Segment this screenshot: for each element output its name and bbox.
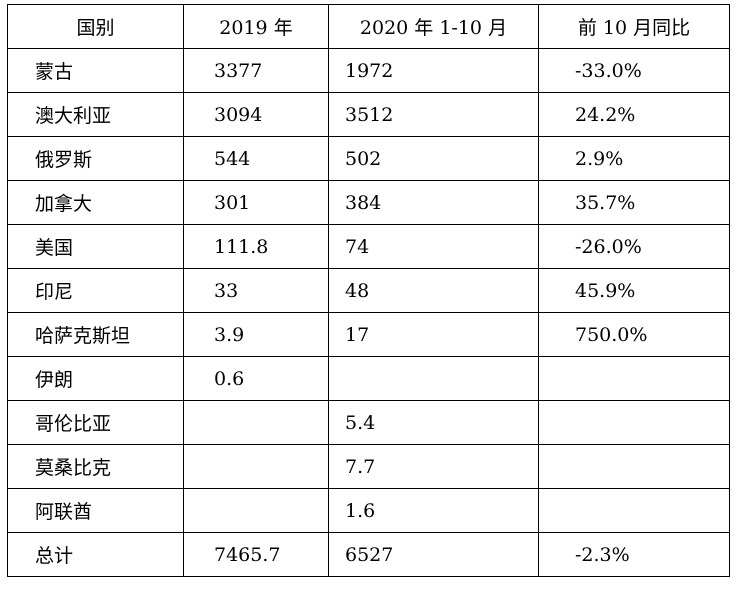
column-header-2020-1-10: 2020 年 1-10 月 [328, 4, 539, 49]
cell-2020-1-10: 17 [328, 312, 539, 357]
cell-2019 [183, 488, 329, 533]
cell-2020-1-10: 384 [328, 180, 539, 225]
cell-2020-1-10: 1.6 [328, 488, 539, 533]
cell-country: 印尼 [7, 268, 184, 313]
cell-country: 莫桑比克 [7, 444, 184, 489]
cell-2020-1-10: 3512 [328, 92, 539, 137]
table-row-indonesia: 印尼 33 48 45.9% [7, 268, 730, 313]
table-row-total: 总计 7465.7 6527 -2.3% [7, 532, 730, 577]
cell-2020-1-10: 74 [328, 224, 539, 269]
cell-yoy: 2.9% [538, 136, 730, 181]
cell-yoy: 24.2% [538, 92, 730, 137]
cell-country: 蒙古 [7, 48, 184, 93]
cell-yoy: 45.9% [538, 268, 730, 313]
table-row-australia: 澳大利亚 3094 3512 24.2% [7, 92, 730, 137]
cell-2019: 3094 [183, 92, 329, 137]
cell-2019: 0.6 [183, 356, 329, 401]
cell-2019: 3.9 [183, 312, 329, 357]
cell-2019: 544 [183, 136, 329, 181]
cell-2020-1-10: 1972 [328, 48, 539, 93]
cell-2020-1-10 [328, 356, 539, 401]
coal-import-table: 国别 2019 年 2020 年 1-10 月 前 10 月同比 蒙古 3377… [7, 4, 730, 577]
cell-2020-1-10: 7.7 [328, 444, 539, 489]
table-row-uae: 阿联酋 1.6 [7, 488, 730, 533]
cell-yoy [538, 444, 730, 489]
table-row-iran: 伊朗 0.6 [7, 356, 730, 401]
cell-yoy [538, 356, 730, 401]
column-header-country: 国别 [7, 4, 184, 49]
table-row-canada: 加拿大 301 384 35.7% [7, 180, 730, 225]
cell-2019: 3377 [183, 48, 329, 93]
table-row-usa: 美国 111.8 74 -26.0% [7, 224, 730, 269]
table-row-kazakhstan: 哈萨克斯坦 3.9 17 750.0% [7, 312, 730, 357]
cell-2019 [183, 444, 329, 489]
cell-country: 哥伦比亚 [7, 400, 184, 445]
column-header-yoy: 前 10 月同比 [538, 4, 730, 49]
cell-2020-1-10: 6527 [328, 532, 539, 577]
cell-yoy: -33.0% [538, 48, 730, 93]
cell-country: 美国 [7, 224, 184, 269]
cell-yoy [538, 400, 730, 445]
table-row-mongolia: 蒙古 3377 1972 -33.0% [7, 48, 730, 93]
cell-2019 [183, 400, 329, 445]
cell-country: 俄罗斯 [7, 136, 184, 181]
cell-yoy: -2.3% [538, 532, 730, 577]
cell-2020-1-10: 502 [328, 136, 539, 181]
cell-country: 加拿大 [7, 180, 184, 225]
cell-2019: 301 [183, 180, 329, 225]
cell-yoy: 750.0% [538, 312, 730, 357]
cell-country: 阿联酋 [7, 488, 184, 533]
cell-yoy: 35.7% [538, 180, 730, 225]
cell-2019: 7465.7 [183, 532, 329, 577]
cell-2019: 111.8 [183, 224, 329, 269]
cell-country: 伊朗 [7, 356, 184, 401]
column-header-2019: 2019 年 [183, 4, 329, 49]
table-row-colombia: 哥伦比亚 5.4 [7, 400, 730, 445]
cell-country: 哈萨克斯坦 [7, 312, 184, 357]
header-row: 国别 2019 年 2020 年 1-10 月 前 10 月同比 [7, 4, 730, 49]
cell-yoy: -26.0% [538, 224, 730, 269]
cell-2019: 33 [183, 268, 329, 313]
cell-2020-1-10: 5.4 [328, 400, 539, 445]
table-row-mozambique: 莫桑比克 7.7 [7, 444, 730, 489]
cell-country: 澳大利亚 [7, 92, 184, 137]
table-row-russia: 俄罗斯 544 502 2.9% [7, 136, 730, 181]
cell-yoy [538, 488, 730, 533]
cell-country: 总计 [7, 532, 184, 577]
cell-2020-1-10: 48 [328, 268, 539, 313]
